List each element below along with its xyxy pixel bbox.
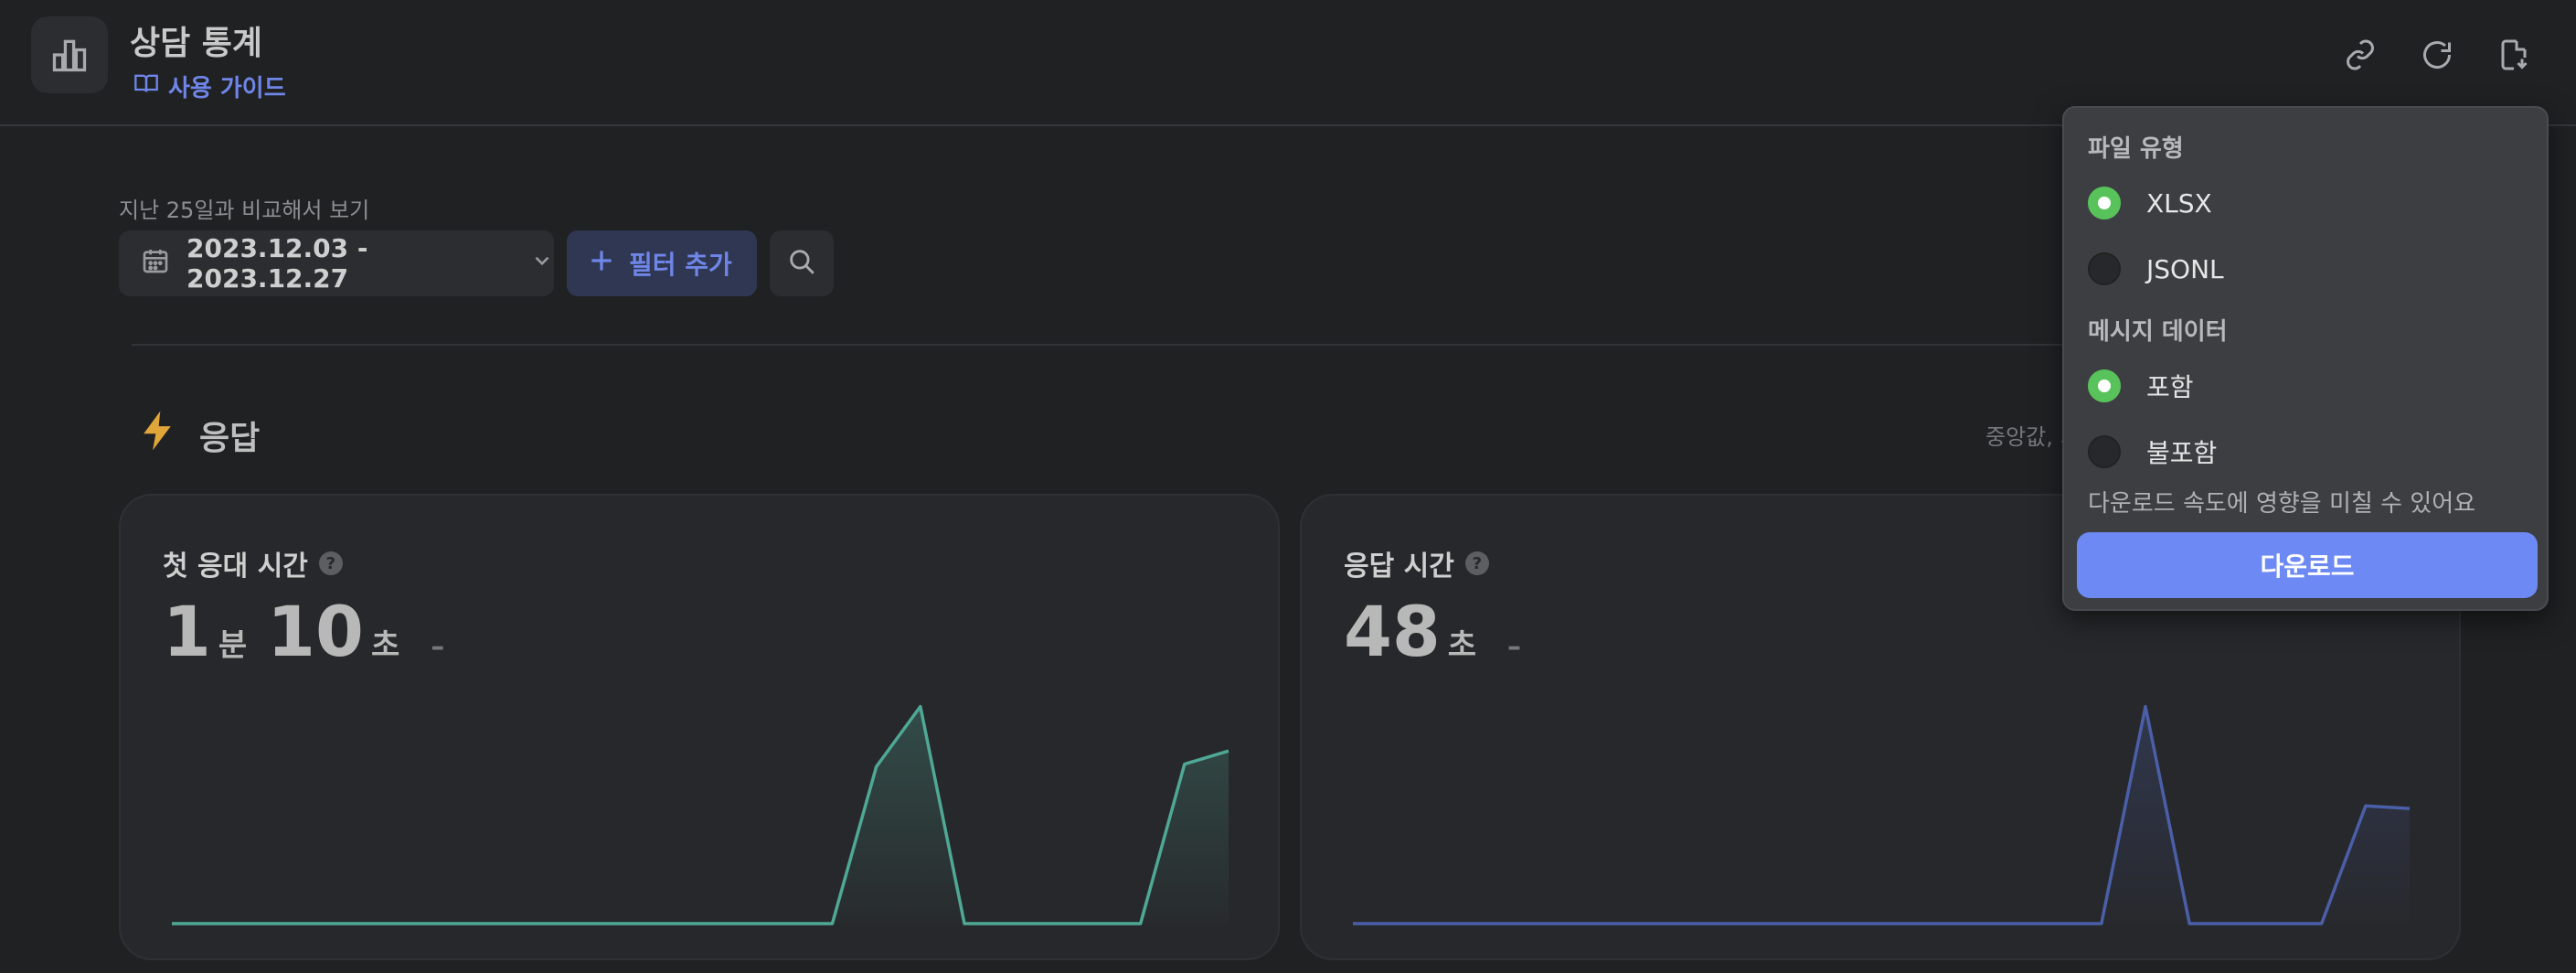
metric-unit: 초 xyxy=(370,627,400,664)
chart-area-fill xyxy=(172,706,1229,924)
copy-link-button[interactable] xyxy=(2340,37,2380,77)
card-title-text: 첫 응대 시간 xyxy=(163,551,308,583)
option-label: JSONL xyxy=(2146,253,2224,284)
file-option-jsonl[interactable]: JSONL xyxy=(2088,251,2224,287)
help-icon[interactable]: ? xyxy=(318,551,343,575)
option-label: XLSX xyxy=(2146,187,2212,219)
plus-icon xyxy=(587,246,616,282)
radio-selected[interactable] xyxy=(2088,369,2121,402)
guide-link[interactable]: 사용 가이드 xyxy=(133,70,286,103)
chart-series-line xyxy=(1353,704,2411,925)
metric-number: 48 xyxy=(1344,591,1441,672)
metric-delta: – xyxy=(431,631,445,663)
metric-unit: 초 xyxy=(1447,627,1477,664)
header: 상담 통계 사용 가이드 xyxy=(0,0,2576,126)
bar-chart-icon xyxy=(31,16,108,93)
divider xyxy=(132,344,2454,346)
date-range-picker[interactable]: 2023.12.03 - 2023.12.27 xyxy=(119,230,554,296)
compare-label: 지난 25일과 비교해서 보기 xyxy=(119,198,370,223)
area-chart xyxy=(1353,704,2411,925)
option-label: 불포함 xyxy=(2146,438,2218,468)
metric-value: 48 초 – xyxy=(1344,591,1521,672)
lightning-icon xyxy=(139,410,176,461)
search-icon xyxy=(786,246,817,281)
file-type-label: 파일 유형 xyxy=(2088,135,2184,163)
chevron-down-icon xyxy=(530,249,554,279)
guide-label: 사용 가이드 xyxy=(168,75,286,102)
card-title: 첫 응대 시간 ? xyxy=(163,543,343,583)
first-response-card: 첫 응대 시간 ? 1 분 10 초 – xyxy=(119,494,1280,960)
add-filter-label: 필터 추가 xyxy=(629,250,732,280)
chart-area-fill xyxy=(1353,706,2410,924)
download-menu: 파일 유형 XLSX JSONL 메시지 데이터 포함 불포함 다운로드 속도에… xyxy=(2062,106,2549,611)
option-label: 포함 xyxy=(2146,372,2194,402)
refresh-button[interactable] xyxy=(2417,37,2457,77)
message-option-exclude[interactable]: 불포함 xyxy=(2088,433,2217,470)
radio-unselected[interactable] xyxy=(2088,252,2121,285)
date-range-value: 2023.12.03 - 2023.12.27 xyxy=(186,233,368,294)
file-download-icon xyxy=(2497,38,2530,75)
metric-number: 1 xyxy=(163,591,211,672)
calendar-icon xyxy=(141,246,170,282)
download-note: 다운로드 속도에 영향을 미칠 수 있어요 xyxy=(2088,490,2476,518)
radio-selected[interactable] xyxy=(2088,187,2121,219)
metric-number: 10 xyxy=(267,591,364,672)
search-button[interactable] xyxy=(770,230,834,296)
section-title: 응답 xyxy=(199,420,261,457)
file-option-xlsx[interactable]: XLSX xyxy=(2088,185,2212,221)
radio-unselected[interactable] xyxy=(2088,435,2121,468)
message-data-label: 메시지 데이터 xyxy=(2088,318,2228,346)
card-title-text: 응답 시간 xyxy=(1344,551,1454,583)
card-title: 응답 시간 ? xyxy=(1344,543,1489,583)
book-icon xyxy=(133,70,159,102)
area-chart xyxy=(172,704,1229,925)
message-option-include[interactable]: 포함 xyxy=(2088,368,2194,404)
chart-series-line xyxy=(172,704,1229,925)
refresh-icon xyxy=(2421,38,2454,75)
page-title: 상담 통계 xyxy=(130,25,263,62)
add-filter-button[interactable]: 필터 추가 xyxy=(567,230,757,296)
help-icon[interactable]: ? xyxy=(1464,551,1489,575)
metric-value: 1 분 10 초 – xyxy=(163,591,444,672)
metric-delta: – xyxy=(1507,631,1522,663)
download-button[interactable] xyxy=(2494,37,2534,77)
link-icon xyxy=(2344,38,2377,75)
metric-unit: 분 xyxy=(218,627,248,664)
download-submit-button[interactable]: 다운로드 xyxy=(2077,532,2538,598)
